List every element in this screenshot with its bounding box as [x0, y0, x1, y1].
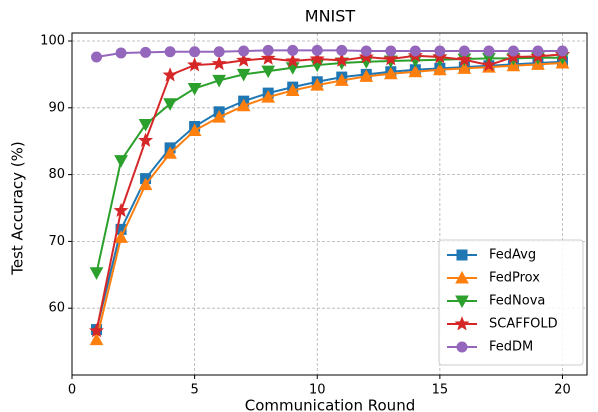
x-tick-label: 5	[190, 383, 198, 398]
point	[89, 267, 104, 280]
point	[162, 67, 178, 82]
legend-label: SCAFFOLD	[489, 317, 558, 332]
point	[164, 46, 176, 58]
point	[261, 65, 276, 79]
point	[114, 230, 128, 243]
y-tick-label: 90	[48, 100, 65, 115]
y-tick-label: 100	[40, 34, 65, 49]
point	[458, 45, 470, 57]
x-tick-label: 15	[432, 383, 449, 398]
plot-frame	[71, 32, 588, 376]
point	[138, 177, 153, 191]
point	[212, 74, 226, 88]
point	[138, 132, 154, 147]
point	[236, 98, 251, 112]
point	[211, 55, 227, 71]
legend-box	[438, 239, 584, 366]
point	[457, 61, 472, 74]
point	[359, 69, 374, 82]
point	[113, 202, 129, 218]
point	[309, 51, 325, 66]
x-axis-label: Communication Round	[245, 397, 415, 412]
point	[212, 110, 226, 123]
point	[334, 73, 349, 86]
x-tick-label: 0	[68, 383, 76, 398]
point	[236, 52, 252, 67]
point	[262, 44, 274, 56]
point	[285, 53, 301, 68]
point	[163, 98, 177, 111]
point	[236, 68, 251, 82]
point	[89, 332, 104, 346]
point	[213, 46, 225, 58]
legend-marker	[456, 249, 468, 261]
point	[311, 44, 323, 56]
point	[91, 51, 103, 63]
point	[434, 45, 446, 57]
point	[260, 50, 276, 65]
point	[115, 47, 127, 59]
point	[89, 323, 105, 338]
legend-label: FedNova	[489, 294, 545, 309]
point	[383, 66, 398, 80]
x-tick-label: 10	[309, 383, 326, 398]
x-tick-label: 20	[554, 383, 571, 398]
point	[261, 90, 276, 103]
point	[385, 45, 397, 57]
point	[481, 57, 497, 72]
point	[187, 123, 202, 137]
point	[433, 62, 447, 76]
series-line	[95, 62, 563, 340]
point	[310, 78, 325, 91]
y-axis-label: Test Accuracy (%)	[9, 141, 27, 276]
point	[483, 45, 495, 57]
legend-label: FedProx	[489, 271, 540, 286]
legend-marker	[455, 270, 469, 284]
legend-label: FedDM	[489, 340, 533, 355]
point	[189, 46, 201, 58]
point	[456, 51, 472, 67]
point	[507, 45, 519, 57]
point	[556, 45, 568, 57]
legend-label: FedAvg	[489, 248, 536, 263]
point	[408, 64, 423, 78]
point	[285, 83, 300, 96]
point	[336, 44, 348, 56]
point	[532, 45, 544, 57]
point	[140, 46, 152, 58]
point	[238, 45, 250, 57]
legend: FedAvg FedProx FedNova SCAFFOLD FedDM	[438, 239, 584, 366]
point	[187, 57, 203, 72]
point	[187, 82, 202, 96]
point	[360, 45, 372, 57]
y-tick-label: 80	[48, 167, 65, 182]
legend-marker	[454, 316, 470, 331]
y-tick-label: 60	[48, 301, 65, 316]
chart-title: MNIST	[305, 7, 356, 26]
legend-marker	[456, 341, 468, 353]
y-tick-label: 70	[48, 234, 65, 249]
point	[287, 44, 299, 56]
point	[138, 119, 153, 132]
point	[383, 51, 399, 66]
point	[114, 155, 128, 168]
point	[334, 52, 350, 67]
legend-marker	[455, 295, 469, 309]
point	[409, 45, 421, 57]
point	[163, 146, 177, 159]
